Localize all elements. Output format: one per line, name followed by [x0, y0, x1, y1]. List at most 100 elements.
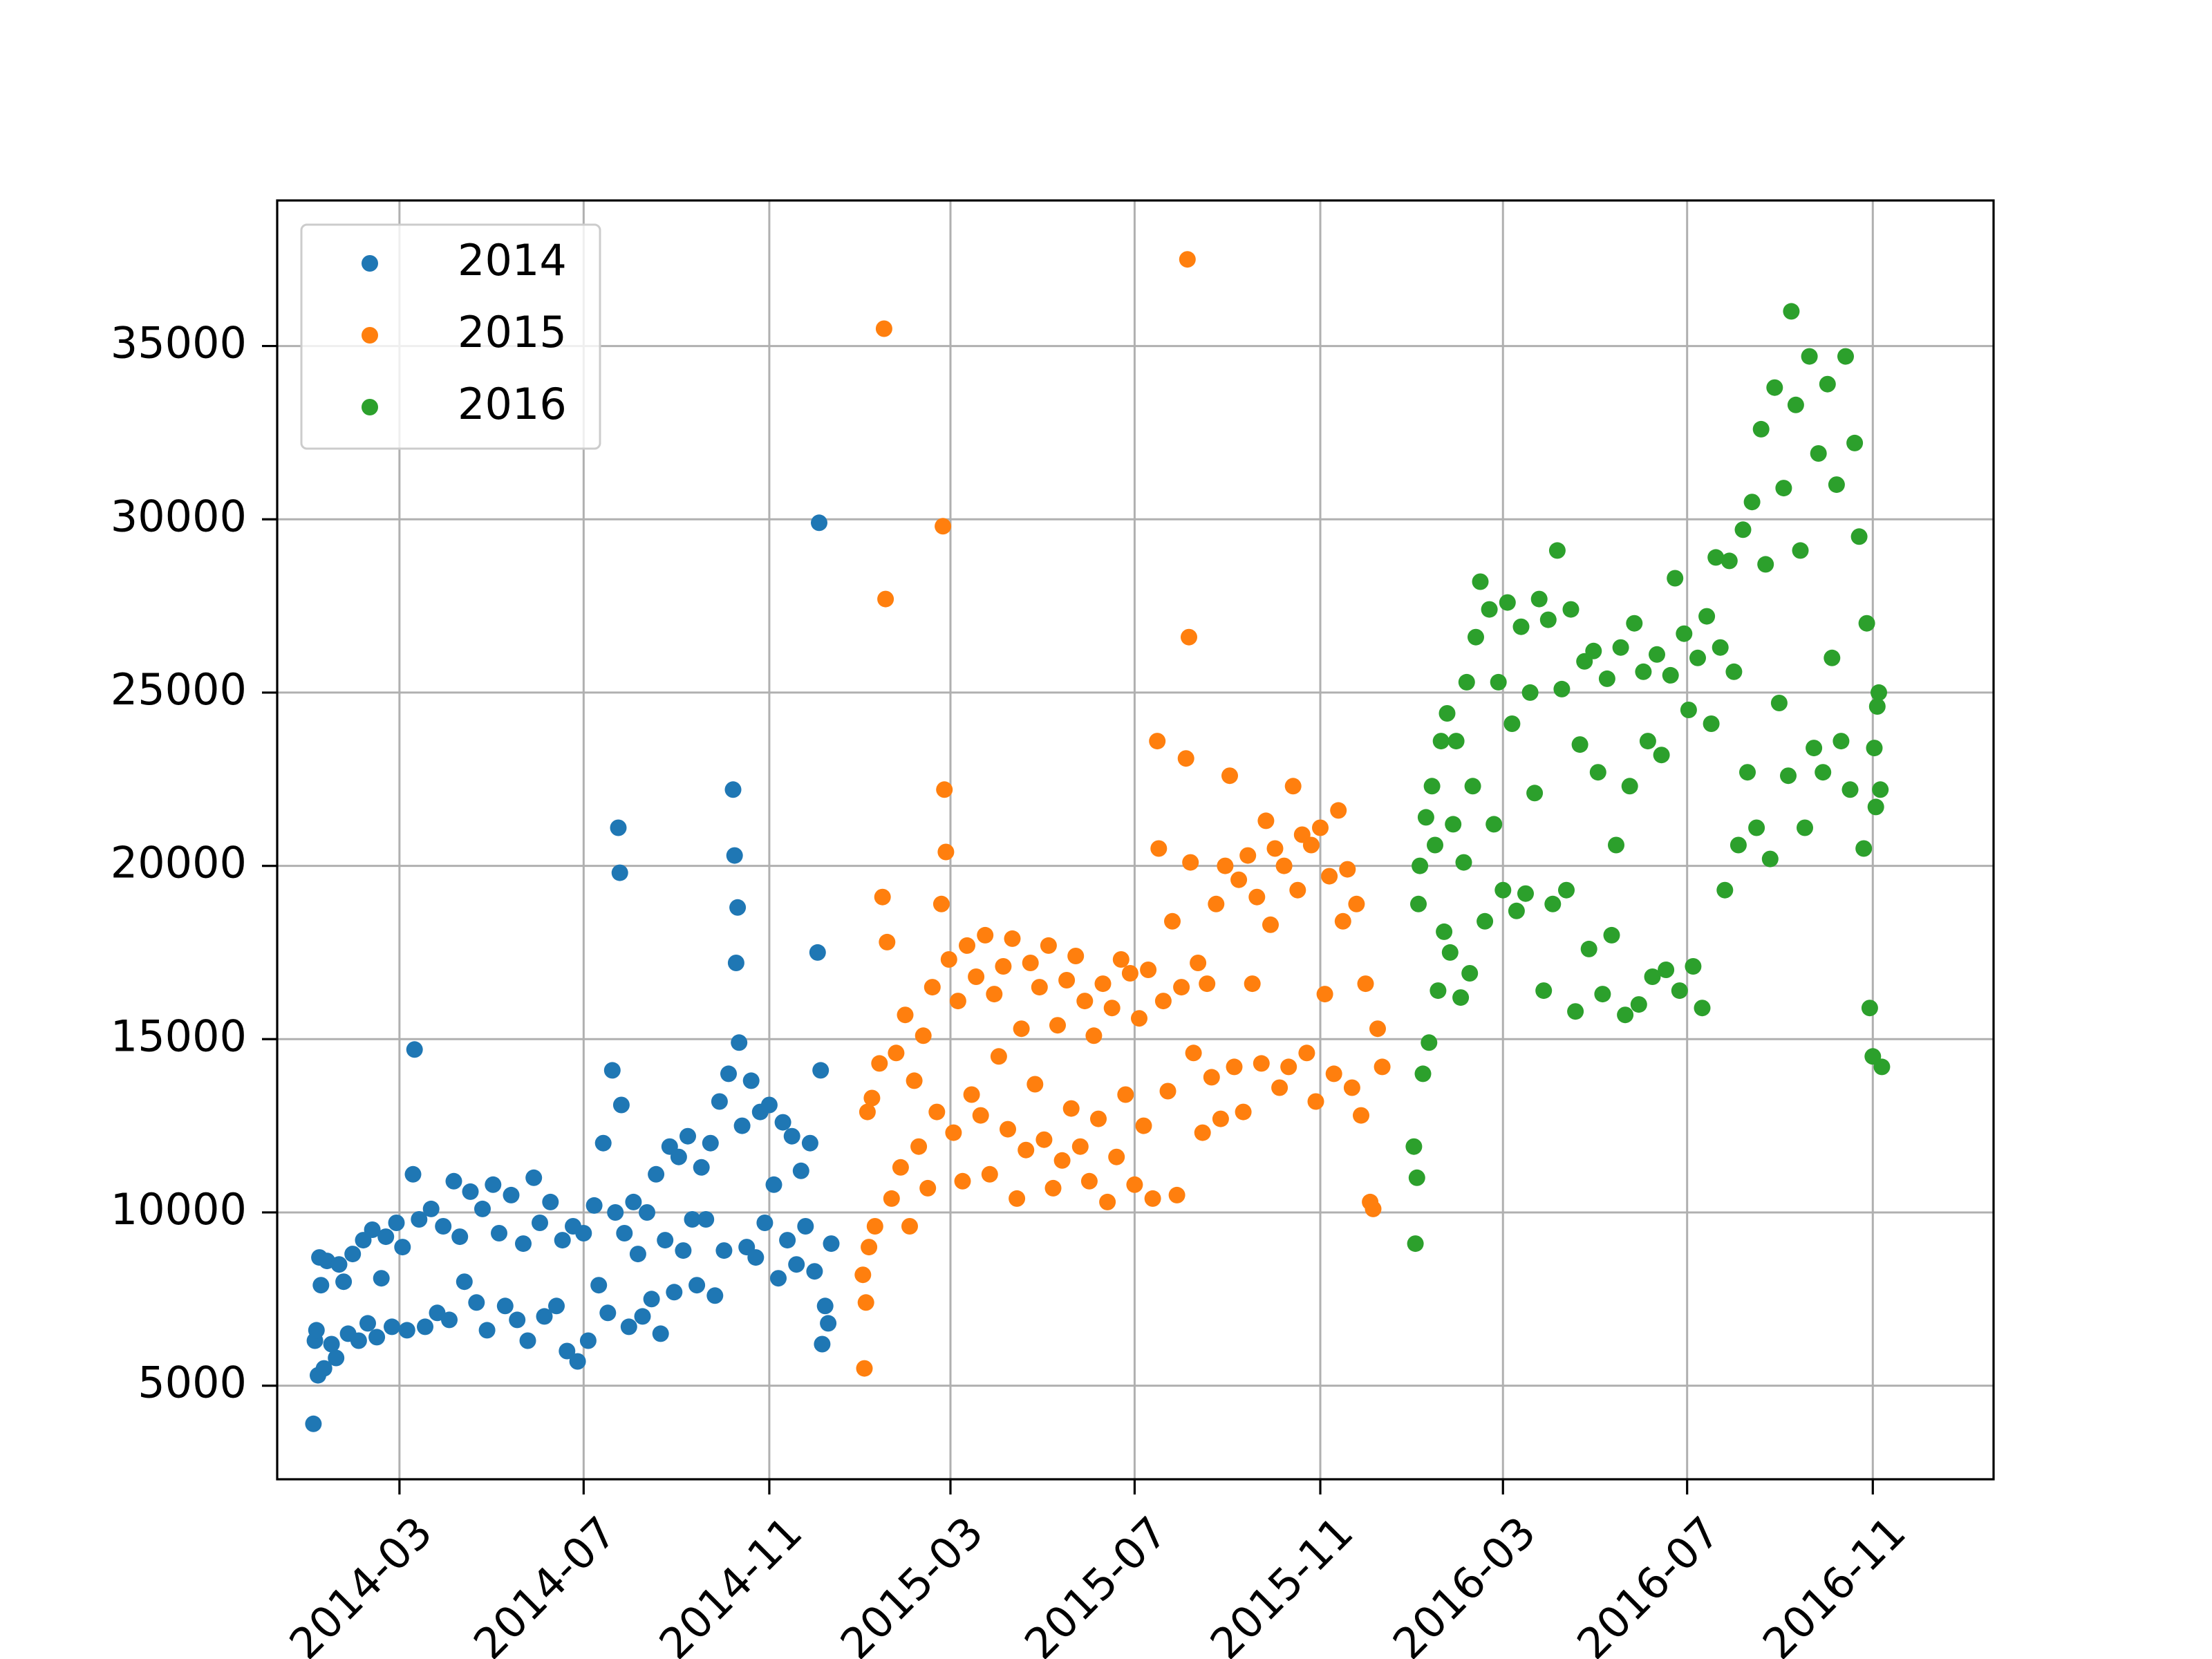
data-point	[774, 1114, 791, 1131]
data-point	[797, 1218, 814, 1235]
data-point	[620, 1318, 637, 1335]
data-point	[594, 1134, 612, 1152]
data-point	[1284, 778, 1302, 795]
data-point	[711, 1093, 728, 1110]
data-point	[1099, 1193, 1116, 1210]
data-point	[866, 1218, 883, 1235]
data-point	[1000, 1121, 1016, 1138]
data-point	[892, 1159, 909, 1176]
data-point	[468, 1294, 485, 1311]
data-point	[747, 1249, 765, 1266]
data-point	[377, 1228, 395, 1246]
data-point	[1653, 747, 1670, 764]
data-point	[532, 1215, 548, 1231]
data-point	[1173, 979, 1190, 996]
data-point	[883, 1190, 900, 1207]
data-point	[937, 843, 955, 861]
data-point	[398, 1322, 415, 1339]
data-point	[1208, 895, 1225, 912]
data-point	[1022, 955, 1039, 971]
data-point	[1783, 303, 1800, 320]
data-point	[603, 1062, 621, 1079]
data-point	[634, 1308, 651, 1325]
data-point	[666, 1284, 683, 1301]
data-point	[1230, 871, 1248, 888]
data-point	[625, 1193, 642, 1210]
legend-marker	[362, 399, 378, 415]
data-point	[536, 1308, 553, 1325]
data-point	[1027, 1076, 1044, 1093]
data-point	[1517, 885, 1534, 902]
data-point	[857, 1294, 874, 1311]
data-point	[1412, 857, 1429, 874]
data-point	[1671, 982, 1688, 1000]
data-point	[1117, 1086, 1134, 1103]
data-point	[1018, 1141, 1035, 1159]
data-point	[816, 1297, 834, 1315]
data-point	[1447, 733, 1465, 750]
x-tick-label: 2014-07	[464, 1507, 626, 1659]
data-point	[1658, 962, 1675, 978]
data-point	[706, 1287, 724, 1304]
y-tick-label: 10000	[111, 1184, 247, 1235]
data-point	[1680, 702, 1697, 718]
data-point	[1067, 948, 1085, 964]
data-point	[765, 1176, 782, 1193]
data-point	[1603, 926, 1620, 944]
data-point	[323, 1335, 340, 1353]
data-point	[359, 1315, 376, 1332]
data-point	[590, 1277, 608, 1294]
data-point	[1612, 639, 1629, 656]
data-point	[462, 1183, 479, 1200]
x-tick-label: 2014-11	[650, 1507, 812, 1659]
data-point	[1154, 993, 1172, 1010]
data-point	[1855, 840, 1873, 857]
data-point	[1464, 778, 1481, 795]
data-point	[1085, 1027, 1103, 1044]
data-point	[1140, 962, 1157, 978]
data-point	[702, 1134, 719, 1152]
data-point	[548, 1297, 565, 1315]
data-point	[756, 1215, 774, 1231]
data-point	[1490, 673, 1507, 691]
data-point	[474, 1200, 491, 1217]
data-point	[1630, 996, 1647, 1013]
data-point	[1179, 251, 1196, 268]
data-point	[344, 1246, 362, 1263]
series-2015	[854, 251, 1391, 1377]
data-point	[1455, 854, 1472, 871]
x-tick-label: 2016-07	[1567, 1507, 1730, 1659]
data-point	[1076, 993, 1094, 1010]
data-point	[491, 1225, 507, 1241]
data-point	[435, 1218, 452, 1235]
data-point	[1271, 1079, 1288, 1096]
data-point	[610, 819, 627, 836]
data-point	[1410, 895, 1427, 912]
data-point	[742, 1072, 760, 1089]
data-point	[919, 1179, 937, 1197]
data-point	[879, 933, 896, 950]
data-point	[1635, 663, 1652, 680]
data-point	[995, 958, 1012, 975]
y-tick-label: 35000	[111, 318, 247, 368]
data-point	[368, 1329, 386, 1346]
data-point	[1325, 1065, 1342, 1082]
data-point	[729, 899, 747, 916]
data-point	[940, 951, 957, 968]
data-point	[485, 1176, 502, 1193]
data-point	[599, 1304, 617, 1322]
data-point	[1058, 972, 1076, 988]
data-point	[1217, 857, 1234, 874]
data-point	[388, 1215, 405, 1231]
data-point	[1316, 986, 1333, 1003]
data-point	[724, 781, 742, 798]
data-point	[1369, 1020, 1386, 1038]
data-point	[1031, 979, 1048, 996]
data-point	[611, 864, 628, 881]
data-point	[350, 1332, 367, 1349]
data-point	[1548, 542, 1566, 559]
data-point	[1521, 684, 1539, 701]
data-point	[1850, 528, 1868, 545]
data-point	[1330, 802, 1347, 819]
data-point	[1257, 812, 1275, 830]
